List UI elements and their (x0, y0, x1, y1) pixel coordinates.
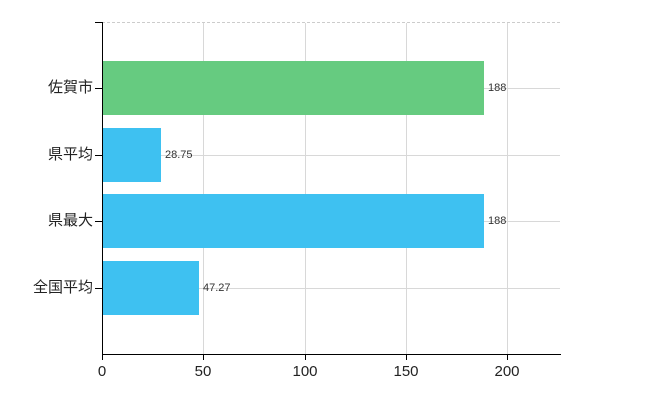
x-axis-line (102, 354, 561, 355)
bar-value-label: 47.27 (203, 282, 231, 294)
x-axis-tick (305, 355, 306, 360)
gridline-vertical (203, 23, 204, 354)
bar-佐賀市 (103, 61, 484, 115)
category-label-佐賀市: 佐賀市 (47, 79, 93, 96)
x-axis-tick (406, 355, 407, 360)
bar-県最大 (103, 194, 484, 248)
x-axis-tick-label: 0 (97, 363, 107, 380)
bar-value-label: 188 (488, 82, 507, 94)
plot-top-border (102, 22, 560, 23)
y-axis-tick (95, 88, 102, 89)
y-axis-tick (95, 221, 102, 222)
category-label-全国平均: 全国平均 (32, 279, 93, 296)
x-axis-tick-label: 50 (194, 363, 212, 380)
gridline-horizontal (103, 155, 560, 156)
x-axis-tick-label: 200 (494, 363, 520, 380)
y-axis-top-tick (95, 22, 102, 23)
gridline-vertical (406, 23, 407, 354)
x-axis-tick-label: 100 (292, 363, 318, 380)
bar-県平均 (103, 128, 161, 182)
bar-value-label: 188 (488, 215, 507, 227)
category-label-県平均: 県平均 (47, 146, 93, 163)
bar-全国平均 (103, 261, 199, 315)
bar-value-label: 28.75 (165, 149, 193, 161)
y-axis-line (102, 22, 103, 355)
x-axis-tick-label: 150 (393, 363, 419, 380)
x-axis-tick (102, 355, 103, 360)
x-axis-tick (203, 355, 204, 360)
x-axis-tick (507, 355, 508, 360)
y-axis-tick (95, 155, 102, 156)
gridline-vertical (507, 23, 508, 354)
y-axis-tick (95, 288, 102, 289)
gridline-vertical (305, 23, 306, 354)
gridline-horizontal (103, 288, 560, 289)
category-label-県最大: 県最大 (47, 212, 93, 229)
